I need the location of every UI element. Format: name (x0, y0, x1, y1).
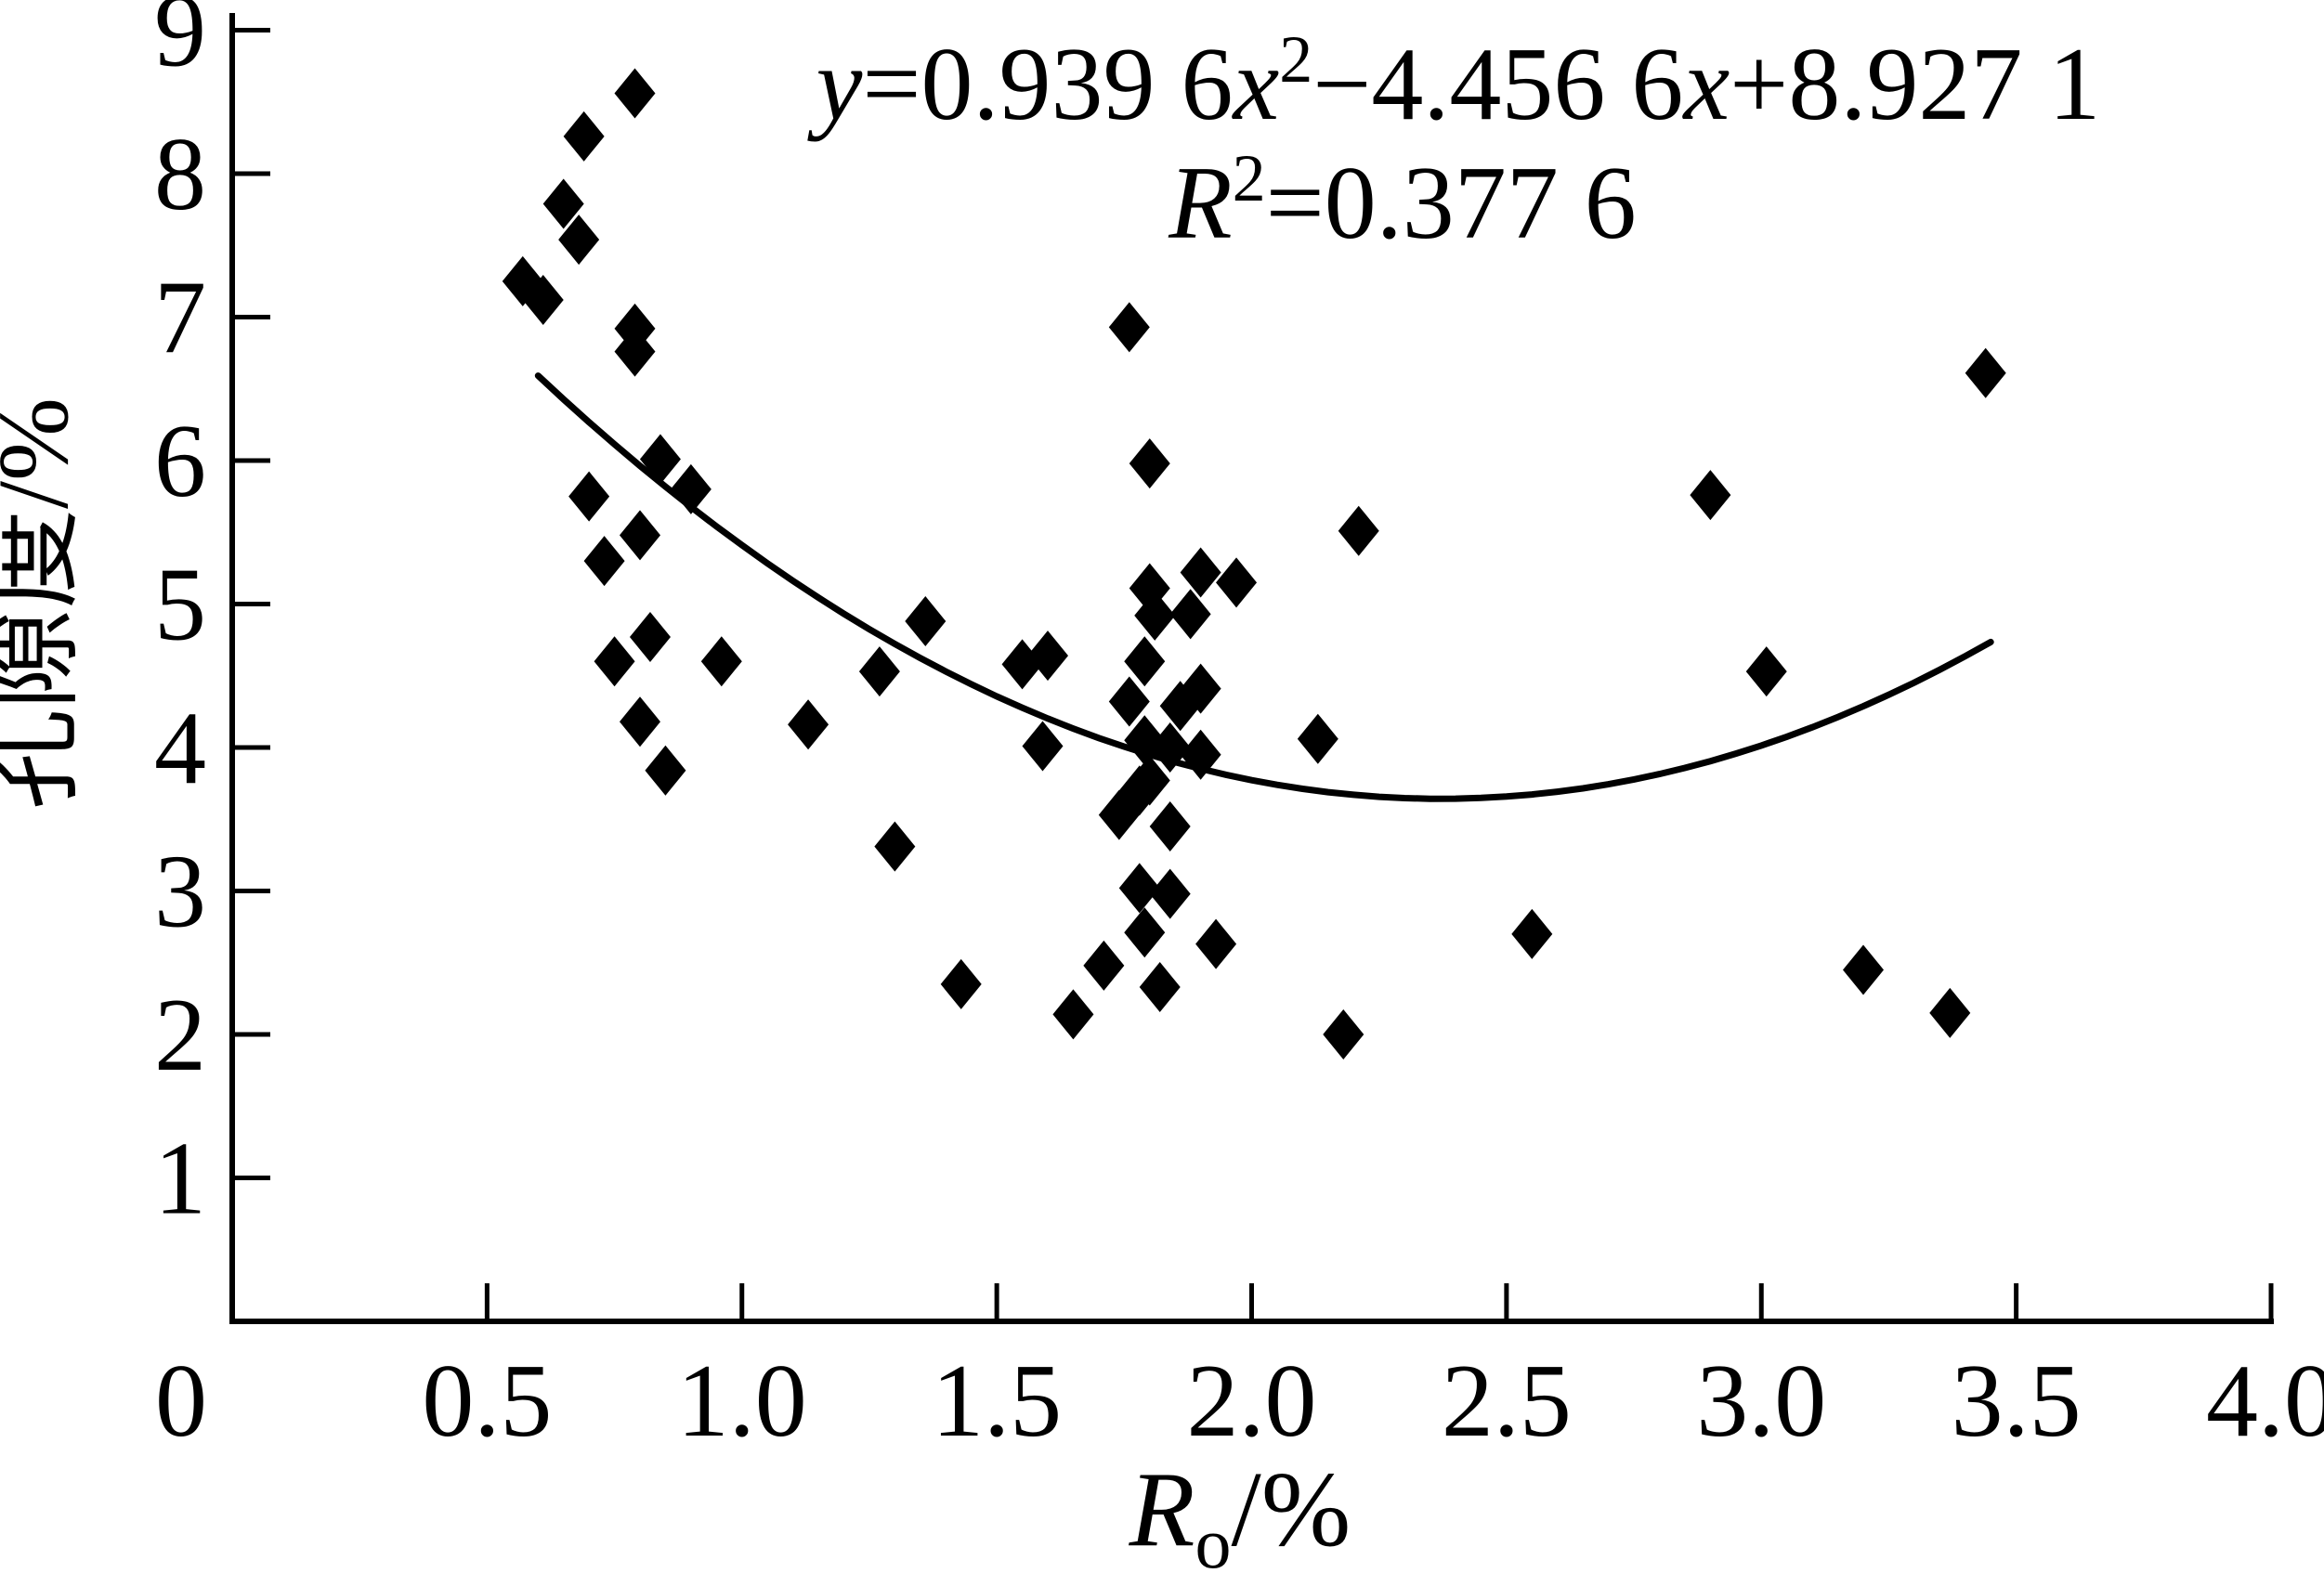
y-tick-label: 1 (154, 1122, 206, 1237)
fit-curve-line (534, 372, 1994, 802)
data-point (1195, 918, 1237, 969)
data-point (874, 821, 916, 872)
data-point (563, 110, 605, 162)
data-point (1108, 676, 1150, 727)
y-tick-label: 7 (154, 261, 206, 376)
data-point (1511, 908, 1553, 959)
data-point (1022, 721, 1064, 772)
r-squared-text: R2=0.377 6 (1168, 141, 1637, 261)
data-point (645, 745, 686, 796)
data-point (558, 214, 600, 266)
x-tick-label: 2.0 (1187, 1344, 1317, 1459)
data-point (620, 696, 660, 748)
x-tick-label: 3.5 (1952, 1344, 2082, 1459)
data-point (1083, 940, 1125, 991)
y-tick-label: 2 (154, 978, 206, 1093)
data-point (1690, 470, 1731, 521)
data-point (542, 178, 584, 229)
x-tick-label: 3.0 (1696, 1344, 1826, 1459)
data-point (1216, 557, 1258, 608)
data-point (858, 646, 900, 697)
data-point (583, 536, 625, 587)
data-point (670, 463, 712, 514)
axes-layer: 1 2 3 4 5 6 7 8 9 0 0.5 1.0 1.5 2.0 2.5 3.0 3.5 4.0 (154, 0, 2324, 1459)
data-point (1139, 962, 1181, 1013)
data-point (1323, 1009, 1364, 1060)
data-point (940, 958, 982, 1009)
data-point (620, 510, 660, 561)
data-point (1149, 868, 1191, 919)
data-point (905, 596, 947, 647)
data-point (788, 699, 829, 750)
y-tick-label: 6 (154, 404, 206, 519)
data-points-layer (502, 68, 2006, 1060)
data-point (568, 471, 610, 522)
x-tick-label: 0.5 (422, 1344, 552, 1459)
y-tick-label: 8 (154, 117, 206, 232)
axis-spine (229, 13, 2274, 1324)
data-point (639, 434, 681, 485)
data-point (1180, 729, 1221, 780)
x-axis-title: Ro/% (1129, 1450, 1351, 1573)
data-point (1149, 722, 1191, 773)
data-point (1118, 863, 1160, 914)
y-axis-title: 孔隙度/% (0, 397, 89, 810)
x-tick-label: 2.5 (1442, 1344, 1572, 1459)
data-point (1338, 505, 1379, 556)
data-point (614, 68, 656, 119)
x-tick-label: 1.5 (932, 1344, 1062, 1459)
data-point (1124, 636, 1166, 687)
data-point (1180, 547, 1221, 598)
data-point (700, 636, 742, 687)
data-point (1108, 302, 1150, 353)
data-point (1134, 590, 1176, 641)
data-point (1180, 663, 1221, 714)
x-tick-label: 1.0 (677, 1344, 807, 1459)
data-point (614, 326, 656, 377)
data-point (594, 636, 635, 687)
equation-text: y=0.939 6x2−4.456 6x+8.927 1 (807, 22, 2101, 142)
data-point (1124, 907, 1166, 958)
data-point (1129, 438, 1170, 489)
data-point (1149, 800, 1191, 852)
data-point (1027, 630, 1068, 682)
data-point (1098, 789, 1140, 840)
data-point (1929, 987, 1971, 1038)
y-tick-label: 3 (154, 835, 206, 950)
data-point (1745, 646, 1787, 697)
data-point (522, 274, 564, 325)
data-point (629, 612, 671, 663)
x-tick-label: 4.0 (2206, 1344, 2324, 1459)
data-point (1297, 713, 1338, 764)
y-tick-label: 4 (154, 691, 206, 806)
y-tick-label: 9 (154, 0, 206, 89)
x-tick-label: 0 (155, 1344, 207, 1459)
data-point (1965, 347, 2006, 398)
y-tick-label: 5 (154, 548, 206, 663)
data-point (1052, 989, 1094, 1040)
data-point (1843, 944, 1884, 995)
data-point (1169, 589, 1211, 640)
